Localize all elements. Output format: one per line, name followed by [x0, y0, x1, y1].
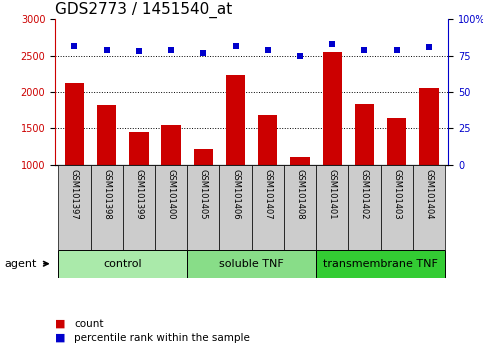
- Point: [296, 53, 304, 59]
- Bar: [316, 165, 348, 250]
- Text: GSM101401: GSM101401: [327, 169, 337, 219]
- Bar: [355, 104, 374, 165]
- Bar: [194, 149, 213, 165]
- Point: [232, 43, 240, 48]
- Text: GSM101407: GSM101407: [263, 169, 272, 219]
- Text: GSM101398: GSM101398: [102, 169, 111, 219]
- Bar: [413, 165, 445, 250]
- Bar: [348, 165, 381, 250]
- Point: [425, 44, 433, 50]
- Text: GDS2773 / 1451540_at: GDS2773 / 1451540_at: [55, 2, 232, 18]
- Bar: [90, 165, 123, 250]
- Bar: [219, 165, 252, 250]
- Bar: [129, 132, 148, 165]
- Bar: [284, 165, 316, 250]
- Text: GSM101402: GSM101402: [360, 169, 369, 219]
- Text: control: control: [103, 259, 142, 269]
- Bar: [226, 75, 245, 165]
- Text: GSM101408: GSM101408: [296, 169, 304, 219]
- Point: [361, 47, 369, 53]
- Bar: [187, 250, 316, 278]
- Bar: [155, 165, 187, 250]
- Bar: [290, 157, 310, 165]
- Bar: [323, 52, 342, 165]
- Bar: [316, 250, 445, 278]
- Bar: [387, 118, 406, 165]
- Text: GSM101404: GSM101404: [425, 169, 433, 219]
- Text: soluble TNF: soluble TNF: [219, 259, 284, 269]
- Point: [199, 50, 207, 56]
- Point: [103, 47, 111, 53]
- Point: [71, 43, 78, 48]
- Text: GSM101399: GSM101399: [134, 169, 143, 219]
- Bar: [123, 165, 155, 250]
- Bar: [252, 165, 284, 250]
- Point: [264, 47, 271, 53]
- Bar: [161, 125, 181, 165]
- Point: [135, 48, 142, 54]
- Text: transmembrane TNF: transmembrane TNF: [323, 259, 438, 269]
- Point: [393, 47, 400, 53]
- Bar: [58, 165, 90, 250]
- Text: GSM101403: GSM101403: [392, 169, 401, 219]
- Point: [167, 47, 175, 53]
- Point: [328, 41, 336, 47]
- Bar: [381, 165, 413, 250]
- Bar: [65, 82, 84, 165]
- Text: GSM101397: GSM101397: [70, 169, 79, 219]
- Text: GSM101400: GSM101400: [167, 169, 176, 219]
- Text: count: count: [74, 319, 104, 329]
- Text: percentile rank within the sample: percentile rank within the sample: [74, 333, 250, 343]
- Text: agent: agent: [5, 259, 37, 269]
- Text: GSM101405: GSM101405: [199, 169, 208, 219]
- Text: GSM101406: GSM101406: [231, 169, 240, 219]
- Bar: [419, 88, 439, 165]
- Bar: [97, 105, 116, 165]
- Bar: [187, 165, 219, 250]
- Text: ■: ■: [55, 319, 69, 329]
- Bar: [258, 115, 277, 165]
- Text: ■: ■: [55, 333, 69, 343]
- Bar: [58, 250, 187, 278]
